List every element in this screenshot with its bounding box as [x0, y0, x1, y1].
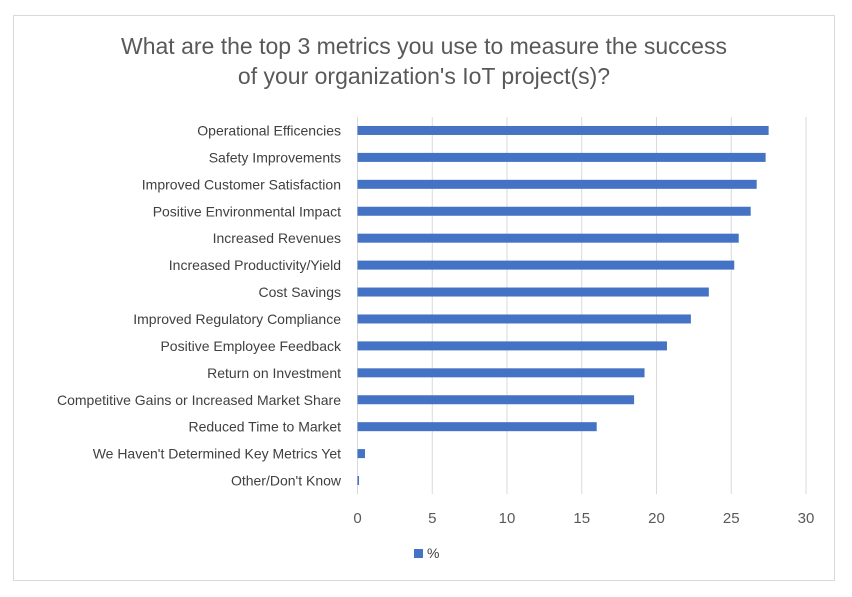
- x-tick-label: 20: [648, 510, 665, 527]
- x-tick-label: 30: [798, 510, 815, 527]
- bar: [357, 260, 735, 270]
- category-label: Cost Savings: [259, 284, 341, 300]
- bar: [357, 314, 691, 324]
- category-label: Increased Productivity/Yield: [169, 257, 341, 273]
- bar: [357, 341, 667, 351]
- bar: [357, 287, 709, 297]
- x-tick-label: 25: [723, 510, 740, 527]
- category-label: Increased Revenues: [213, 230, 341, 246]
- bar: [357, 206, 751, 216]
- bar: [357, 422, 597, 432]
- category-label: Return on Investment: [207, 365, 341, 381]
- category-label: Safety Improvements: [209, 149, 341, 165]
- x-tick-label: 15: [573, 510, 590, 527]
- category-label: Positive Employee Feedback: [160, 338, 342, 354]
- category-label: We Haven't Determined Key Metrics Yet: [93, 446, 341, 462]
- chart-title: What are the top 3 metrics you use to me…: [13, 31, 835, 91]
- chart-title-line-1: What are the top 3 metrics you use to me…: [121, 33, 727, 59]
- x-tick-label: 5: [428, 510, 436, 527]
- bar: [357, 152, 766, 162]
- legend-swatch: [414, 549, 423, 558]
- bar: [357, 233, 739, 243]
- bar: [357, 125, 769, 135]
- category-label: Competitive Gains or Increased Market Sh…: [57, 392, 341, 408]
- category-label: Positive Environmental Impact: [153, 203, 341, 219]
- bar: [357, 179, 757, 189]
- category-label: Other/Don't Know: [231, 473, 342, 489]
- category-label: Reduced Time to Market: [188, 419, 341, 435]
- bar: [357, 395, 635, 405]
- chart-frame: [13, 15, 835, 581]
- category-label: Improved Customer Satisfaction: [142, 176, 341, 192]
- x-tick-label: 0: [353, 510, 361, 527]
- category-label: Improved Regulatory Compliance: [133, 311, 341, 327]
- category-label: Operational Efficencies: [197, 122, 341, 138]
- chart-title-line-2: of your organization's IoT project(s)?: [237, 63, 611, 89]
- bar: [357, 449, 365, 459]
- bar: [357, 476, 359, 486]
- x-tick-label: 10: [499, 510, 516, 527]
- bar: [357, 368, 645, 378]
- legend-label: %: [427, 545, 439, 561]
